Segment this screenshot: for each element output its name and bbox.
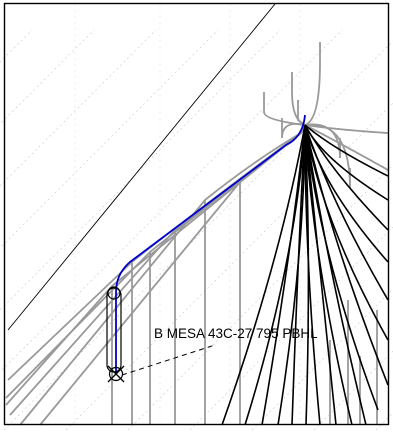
- gray-wellbore: [304, 124, 389, 134]
- black-wellbore: [304, 124, 389, 177]
- black-wellbore: [304, 124, 353, 426]
- highlighted-wellbore-path: [115, 114, 306, 374]
- grid-line: [0, 29, 281, 311]
- black-wellbore: [221, 124, 306, 426]
- target-x-circle-icon: [108, 366, 124, 382]
- black-wellbore: [304, 124, 389, 263]
- grid-line: [0, 29, 219, 249]
- grid-line: [3, 40, 393, 431]
- black-wellbore: [304, 124, 321, 426]
- black-wellbore: [261, 124, 306, 426]
- label-leader-line: [121, 344, 216, 376]
- gray-wellbore: [304, 124, 389, 171]
- grid-line: [375, 412, 393, 431]
- black-wellbores: [221, 124, 389, 426]
- black-wellbore: [244, 124, 306, 426]
- gray-wellbore: [281, 118, 306, 139]
- highlighted-wellbore: [115, 114, 306, 374]
- gray-wellbore: [39, 124, 306, 426]
- well-label: B MESA 43C-27 795 PBHL: [154, 326, 318, 341]
- target-x-stroke: [107, 365, 125, 383]
- black-wellbore: [291, 124, 306, 426]
- black-wellbore: [304, 124, 337, 426]
- black-wellbore: [304, 124, 389, 201]
- diagonal-reference-line: [7, 3, 276, 331]
- grid-line: [0, 29, 343, 373]
- grid-line: [0, 29, 157, 187]
- wellhead-circle-icon: [107, 286, 121, 300]
- gray-wellbore: [304, 123, 351, 189]
- map-frame: [3, 2, 390, 426]
- gray-wellbore: [304, 42, 321, 126]
- gray-wellbore: [5, 124, 306, 406]
- leader-line: [121, 344, 216, 376]
- black-wellbore: [304, 124, 379, 411]
- diagonal-line: [7, 3, 276, 331]
- black-wellbore: [304, 124, 389, 386]
- black-wellbore: [304, 124, 367, 426]
- black-wellbore: [304, 124, 389, 341]
- well-markers: [106, 286, 125, 383]
- grid-line: [0, 29, 95, 125]
